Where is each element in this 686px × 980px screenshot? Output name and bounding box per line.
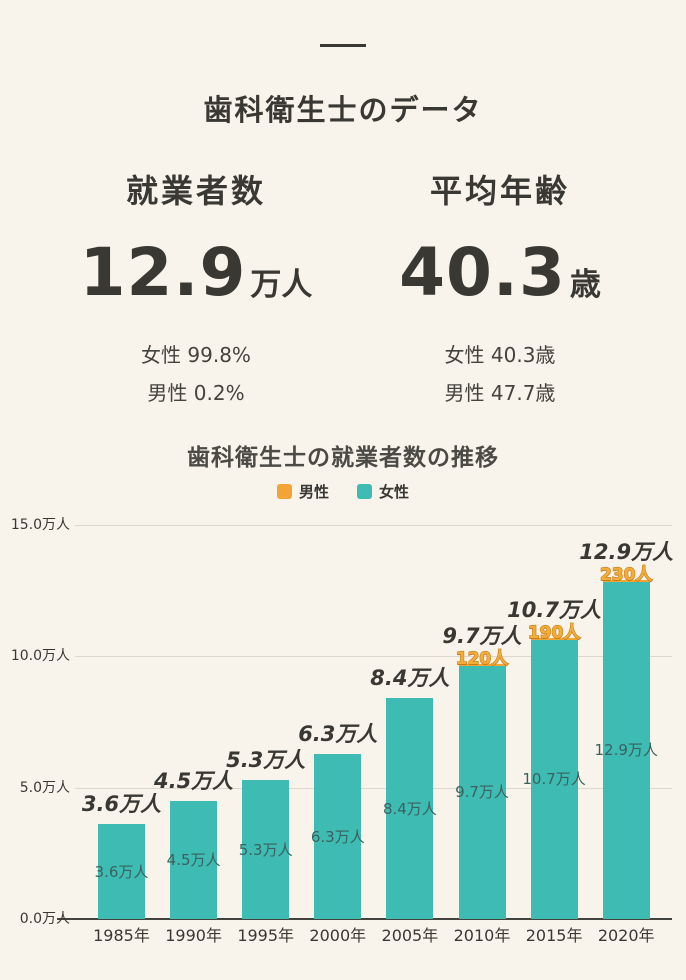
stat-sub-female-age: 女性 40.3歳: [444, 343, 556, 367]
gridline-15: [75, 525, 672, 526]
bar-female-2010: [458, 664, 506, 919]
total-label-1985: 3.6万人: [81, 792, 162, 816]
total-label-2000: 6.3万人: [298, 722, 378, 746]
x-tick-label-2005: 2005年: [381, 926, 439, 945]
bar-female-1985: [98, 824, 145, 919]
male-count-label-2010: 120人: [455, 649, 509, 669]
male-count-label-2020: 230人: [599, 565, 653, 585]
stat-heading-workers: 就業者数: [125, 172, 266, 210]
total-label-2015: 10.7万人: [507, 598, 601, 622]
bar-male-2010: [458, 664, 506, 666]
x-tick-label-1985: 1985年: [93, 926, 150, 945]
bar-female-2020: [602, 580, 650, 919]
inner-value-label-2020: 12.9万人: [594, 740, 658, 759]
inner-value-label-1990: 4.5万人: [166, 851, 221, 869]
stat-value-age: 40.3: [399, 234, 566, 311]
x-tick-label-2015: 2015年: [525, 926, 583, 945]
total-label-2005: 8.4万人: [370, 666, 450, 690]
x-tick-label-1995: 1995年: [237, 926, 295, 945]
stat-heading-age: 平均年齢: [429, 172, 570, 210]
legend-label-male: 男性: [298, 482, 329, 501]
x-tick-label-2020: 2020年: [597, 926, 655, 945]
x-tick-label-2000: 2000年: [309, 926, 367, 945]
inner-value-label-2015: 10.7万人: [522, 769, 586, 788]
total-label-2020: 12.9万人: [579, 540, 674, 564]
gridline-10: [75, 656, 672, 658]
y-tick-label-0: 0.0万人: [19, 911, 70, 927]
chart-title: 歯科衛生士の就業者数の推移: [187, 445, 499, 471]
total-label-1995: 5.3万人: [226, 748, 306, 772]
page-title: 歯科衛生士のデータ: [203, 93, 483, 128]
title-decoration-line: [320, 44, 366, 47]
legend-label-female: 女性: [379, 482, 410, 501]
legend-swatch-male-icon: [276, 483, 292, 499]
stat-sub-male-age: 男性 47.7歳: [444, 381, 556, 405]
male-count-label-2015: 190人: [527, 623, 581, 643]
y-tick-label-10: 10.0万人: [10, 648, 70, 665]
y-tick-label-15: 15.0万人: [10, 517, 70, 533]
plot-area: 15.0万人 10.0万人 5.0万人 0.0万人 3.6万人 3.6万人 1985年 4.5…: [0, 510, 686, 980]
inner-value-label-1995: 5.3万人: [238, 840, 293, 859]
inner-value-label-2000: 6.3万人: [310, 827, 365, 846]
stat-block-workers: 就業者数 12.9 万人 女性 99.8% 男性 0.2%: [26, 160, 366, 403]
stat-value-workers: 12.9: [79, 234, 247, 311]
inner-value-label-2005: 8.4万人: [382, 799, 437, 818]
bar-male-2015: [530, 638, 578, 640]
bar-female-1990: [170, 801, 218, 919]
bar-male-2020: [602, 580, 650, 582]
inner-value-label-2010: 9.7万人: [455, 782, 509, 801]
chart-legend: 男性 女性: [0, 480, 686, 502]
total-label-2010: 9.7万人: [442, 624, 522, 648]
bar-female-2015: [530, 638, 578, 919]
stat-unit-workers: 万人: [250, 267, 313, 303]
stat-value-row-workers: 12.9 万人: [26, 240, 366, 326]
legend-swatch-female-icon: [357, 483, 372, 499]
bar-female-1995: [242, 780, 290, 919]
inner-value-label-1985: 3.6万人: [94, 862, 149, 881]
legend-item-female: 女性: [357, 481, 409, 502]
stat-unit-age: 歳: [569, 267, 601, 303]
bar-female-2005: [386, 698, 434, 919]
bar-female-2000: [314, 754, 362, 919]
stat-block-age: 平均年齢 40.3 歳 女性 40.3歳 男性 47.7歳: [330, 160, 670, 403]
y-tick-label-5: 5.0万人: [19, 779, 70, 796]
x-tick-label-2010: 2010年: [453, 926, 511, 945]
x-axis-line: [57, 918, 672, 920]
gridline-5: [75, 787, 672, 789]
stat-sub-female-workers: 女性 99.8%: [141, 343, 251, 367]
x-tick-label-1990: 1990年: [165, 926, 222, 945]
legend-item-male: 男性: [276, 481, 329, 502]
total-label-1990: 4.5万人: [153, 769, 234, 793]
stat-sub-male-workers: 男性 0.2%: [147, 381, 245, 405]
stat-value-row-age: 40.3 歳: [330, 240, 670, 326]
